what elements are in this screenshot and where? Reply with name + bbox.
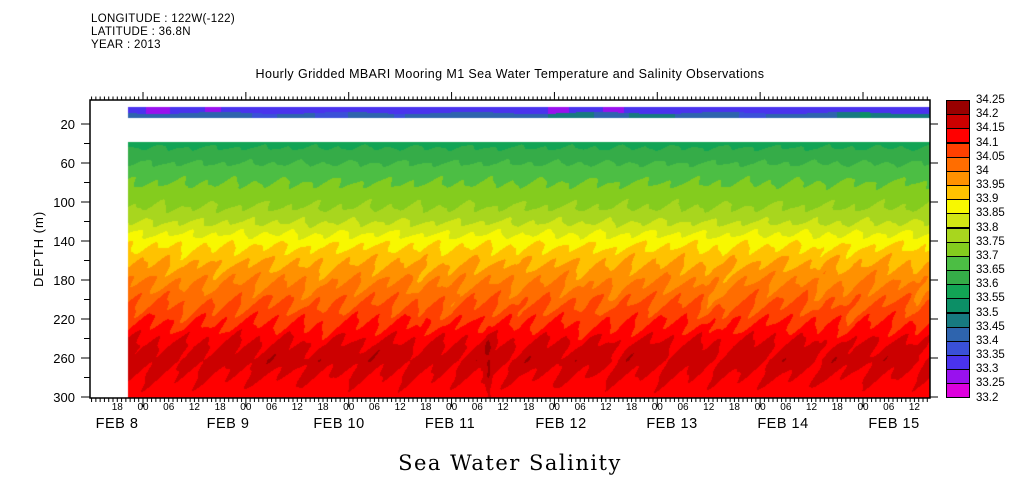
x-hour-tick-label: 06: [368, 402, 380, 413]
colorbar-tick-label: 33.65: [976, 264, 1005, 276]
x-hour-tick-label: 00: [240, 402, 252, 413]
x-hour-tick-label: 06: [163, 402, 175, 413]
x-hour-tick-label: 12: [908, 402, 920, 413]
colorbar-cell: [946, 199, 970, 215]
colorbar-cell: [946, 312, 970, 328]
x-hour-tick-label: 00: [137, 402, 149, 413]
x-hour-tick-label: 06: [677, 402, 689, 413]
colorbar-tick-label: 33.95: [976, 179, 1005, 191]
colorbar-tick-label: 33.7: [976, 249, 999, 262]
colorbar-cell: [946, 255, 970, 271]
y-depth-tick-label: 100: [53, 195, 75, 210]
y-depth-tick-label: 60: [60, 156, 75, 171]
x-day-tick-label: FEB 13: [646, 416, 698, 432]
x-day-tick-label: FEB 14: [757, 416, 809, 432]
colorbar-cell: [946, 185, 970, 201]
colorbar-tick-label: 33.55: [976, 292, 1005, 305]
x-hour-tick-label: 06: [574, 402, 586, 413]
x-hour-tick-label: 12: [497, 402, 509, 413]
x-hour-tick-label: 18: [626, 402, 638, 413]
colorbar-tick-label: 33.9: [976, 193, 999, 206]
x-hour-tick-label: 06: [266, 402, 278, 413]
colorbar-cell: [946, 270, 970, 286]
x-day-tick-label: FEB 15: [868, 416, 920, 432]
x-hour-tick-label: 00: [754, 402, 766, 413]
y-depth-tick-label: 180: [53, 273, 75, 288]
x-hour-tick-label: 18: [420, 402, 432, 413]
x-hour-tick-label: 12: [600, 402, 612, 413]
colorbar-tick-label: 33.85: [976, 207, 1005, 220]
colorbar-tick-label: 33.5: [976, 306, 999, 319]
x-hour-tick-label: 12: [703, 402, 715, 413]
x-hour-tick-label: 12: [188, 402, 200, 413]
colorbar-tick-label: 33.45: [976, 320, 1005, 333]
x-hour-tick-label: 18: [111, 402, 123, 413]
x-day-tick-label: FEB 10: [313, 416, 365, 432]
x-hour-tick-label: 12: [291, 402, 303, 413]
colorbar-cell: [946, 227, 970, 243]
x-hour-tick-label: 06: [780, 402, 792, 413]
colorbar-tick-label: 34: [976, 164, 989, 177]
y-depth-tick-label: 140: [53, 234, 75, 249]
x-hour-tick-label: 18: [728, 402, 740, 413]
x-hour-tick-label: 06: [883, 402, 895, 413]
colorbar-cell: [946, 298, 970, 314]
colorbar-cell: [946, 340, 970, 356]
x-day-tick-label: FEB 9: [206, 416, 250, 432]
colorbar-cell: [946, 383, 970, 399]
colorbar-tick-label: 34.05: [976, 150, 1005, 163]
colorbar-tick-label: 33.75: [976, 235, 1005, 248]
colorbar-cell: [946, 128, 970, 144]
y-depth-tick-label: 220: [53, 312, 75, 327]
bottom-axis-title: Sea Water Salinity: [398, 451, 622, 475]
colorbar-cell: [946, 284, 970, 300]
y-axis-title: DEPTH (m): [31, 210, 46, 288]
colorbar-tick-label: 33.35: [976, 349, 1005, 361]
colorbar-tick-label: 34.25: [976, 94, 1005, 106]
y-depth-tick-label: 20: [60, 117, 75, 132]
colorbar-tick-label: 33.25: [976, 377, 1005, 390]
x-hour-tick-label: 00: [343, 402, 355, 413]
x-day-tick-label: FEB 12: [535, 416, 587, 432]
colorbar-tick-label: 33.2: [976, 391, 999, 404]
y-depth-tick-label: 260: [53, 351, 75, 366]
colorbar-tick-label: 34.1: [976, 136, 999, 149]
colorbar-tick-label: 33.8: [976, 221, 999, 234]
x-hour-tick-label: 12: [394, 402, 406, 413]
colorbar-cell: [946, 355, 970, 371]
colorbar-cell: [946, 156, 970, 172]
x-hour-tick-label: 12: [806, 402, 818, 413]
colorbar-cell: [946, 100, 970, 116]
x-day-tick-label: FEB 11: [424, 416, 476, 432]
x-hour-tick-label: 00: [857, 402, 869, 413]
colorbar-tick-label: 33.4: [976, 334, 999, 347]
y-depth-tick-label: 300: [53, 390, 75, 405]
x-hour-tick-label: 00: [548, 402, 560, 413]
x-hour-tick-label: 18: [523, 402, 535, 413]
x-hour-tick-label: 06: [471, 402, 483, 413]
colorbar-cell: [946, 213, 970, 229]
colorbar-tick-label: 33.3: [976, 363, 999, 376]
x-hour-tick-label: 00: [651, 402, 663, 413]
colorbar-cell: [946, 114, 970, 130]
colorbar-cell: [946, 369, 970, 385]
x-hour-tick-label: 18: [831, 402, 843, 413]
x-hour-tick-label: 18: [214, 402, 226, 413]
colorbar-cell: [946, 142, 970, 158]
x-hour-tick-label: 00: [446, 402, 458, 413]
colorbar-cell: [946, 326, 970, 342]
colorbar-tick-label: 33.6: [976, 278, 999, 291]
x-day-tick-label: FEB 8: [95, 416, 139, 432]
colorbar-tick-label: 34.2: [976, 108, 999, 121]
colorbar-tick-label: 34.15: [976, 122, 1005, 135]
colorbar-cell: [946, 170, 970, 186]
x-hour-tick-label: 18: [317, 402, 329, 413]
colorbar-cell: [946, 241, 970, 257]
